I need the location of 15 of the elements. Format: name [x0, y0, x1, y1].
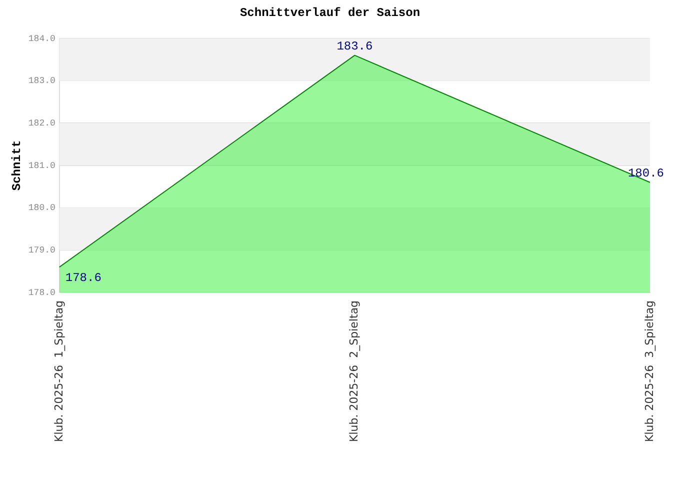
y-axis-title: Schnitt [10, 140, 24, 191]
x-tick-label: Klub. 2025-26 2_Spieltag [348, 300, 361, 442]
y-tick-label: 180.0 [28, 203, 56, 214]
data-label: 180.6 [628, 166, 664, 181]
y-tick-label: 184.0 [28, 34, 56, 44]
y-tick-label: 183.0 [28, 76, 56, 86]
data-label: 178.6 [65, 271, 102, 286]
y-tick-label: 182.0 [28, 118, 56, 128]
y-tick-label: 181.0 [28, 160, 56, 171]
y-tick-label: 179.0 [28, 246, 56, 256]
x-tick-label: Klub. 2025-26 3_Spieltag [642, 300, 656, 442]
x-tick-label: Klub. 2025-26 1_Spieltag [52, 300, 66, 442]
y-tick-label: 178.0 [28, 288, 56, 298]
data-label: 183.6 [336, 40, 373, 54]
chart-title: Schnittverlauf der Saison [240, 6, 420, 20]
